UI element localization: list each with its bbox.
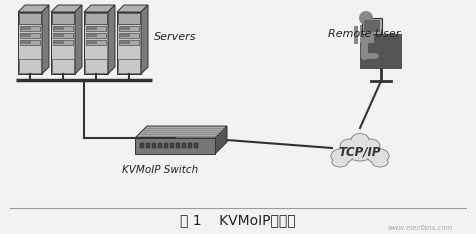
- Polygon shape: [135, 126, 227, 138]
- Circle shape: [359, 11, 373, 25]
- Bar: [176, 143, 180, 148]
- Bar: [87, 27, 97, 30]
- Bar: [152, 143, 156, 148]
- Bar: [194, 143, 198, 148]
- Bar: [188, 143, 192, 148]
- Polygon shape: [117, 5, 148, 12]
- Ellipse shape: [351, 134, 369, 146]
- Ellipse shape: [346, 143, 374, 161]
- Bar: [85, 13, 107, 24]
- Bar: [146, 143, 150, 148]
- Bar: [119, 33, 139, 38]
- Text: www.elecfans.com: www.elecfans.com: [387, 225, 453, 231]
- Bar: [52, 13, 74, 24]
- Bar: [54, 34, 64, 37]
- Polygon shape: [42, 5, 49, 74]
- Bar: [120, 41, 130, 44]
- Bar: [84, 12, 108, 74]
- Ellipse shape: [352, 135, 368, 146]
- Ellipse shape: [360, 139, 380, 153]
- Ellipse shape: [373, 158, 387, 166]
- Bar: [87, 34, 97, 37]
- Bar: [360, 25, 374, 43]
- Bar: [170, 143, 174, 148]
- Bar: [54, 41, 64, 44]
- Bar: [53, 33, 73, 38]
- Polygon shape: [141, 5, 148, 74]
- Bar: [86, 26, 106, 31]
- Polygon shape: [75, 5, 82, 74]
- Ellipse shape: [340, 139, 360, 153]
- Bar: [20, 26, 40, 31]
- Polygon shape: [18, 5, 49, 12]
- Bar: [52, 58, 74, 73]
- Text: 图 1    KVMoIP组网图: 图 1 KVMoIP组网图: [180, 213, 296, 227]
- Polygon shape: [215, 126, 227, 154]
- Ellipse shape: [332, 150, 352, 162]
- Bar: [19, 58, 41, 73]
- Ellipse shape: [368, 150, 388, 162]
- Bar: [120, 27, 130, 30]
- Bar: [20, 40, 40, 45]
- Polygon shape: [108, 5, 115, 74]
- Ellipse shape: [341, 140, 359, 152]
- Bar: [53, 40, 73, 45]
- Polygon shape: [51, 5, 82, 12]
- Bar: [117, 12, 141, 74]
- Bar: [360, 34, 402, 69]
- Bar: [354, 26, 358, 44]
- Ellipse shape: [332, 157, 348, 167]
- Bar: [54, 27, 64, 30]
- Text: KVMoIP Switch: KVMoIP Switch: [122, 165, 198, 175]
- Ellipse shape: [361, 140, 379, 152]
- Text: TCP/IP: TCP/IP: [339, 146, 381, 158]
- Bar: [20, 33, 40, 38]
- Bar: [119, 40, 139, 45]
- Bar: [119, 26, 139, 31]
- Bar: [364, 20, 380, 32]
- Ellipse shape: [372, 157, 388, 167]
- Bar: [19, 13, 41, 24]
- Bar: [86, 40, 106, 45]
- Polygon shape: [84, 5, 115, 12]
- Ellipse shape: [331, 149, 353, 164]
- Text: Servers: Servers: [154, 32, 197, 42]
- Bar: [140, 143, 144, 148]
- Bar: [118, 58, 140, 73]
- Ellipse shape: [367, 149, 389, 164]
- Bar: [164, 143, 168, 148]
- Bar: [118, 13, 140, 24]
- Bar: [86, 33, 106, 38]
- Bar: [51, 12, 75, 74]
- Text: Remote User: Remote User: [328, 29, 400, 39]
- Bar: [87, 41, 97, 44]
- Bar: [18, 12, 42, 74]
- Bar: [21, 41, 31, 44]
- Bar: [182, 143, 186, 148]
- Bar: [120, 34, 130, 37]
- Bar: [21, 27, 31, 30]
- Bar: [53, 26, 73, 31]
- Bar: [158, 143, 162, 148]
- Bar: [135, 138, 215, 154]
- Ellipse shape: [333, 158, 347, 166]
- Bar: [362, 18, 382, 34]
- Ellipse shape: [347, 144, 373, 160]
- Bar: [85, 58, 107, 73]
- Bar: [21, 34, 31, 37]
